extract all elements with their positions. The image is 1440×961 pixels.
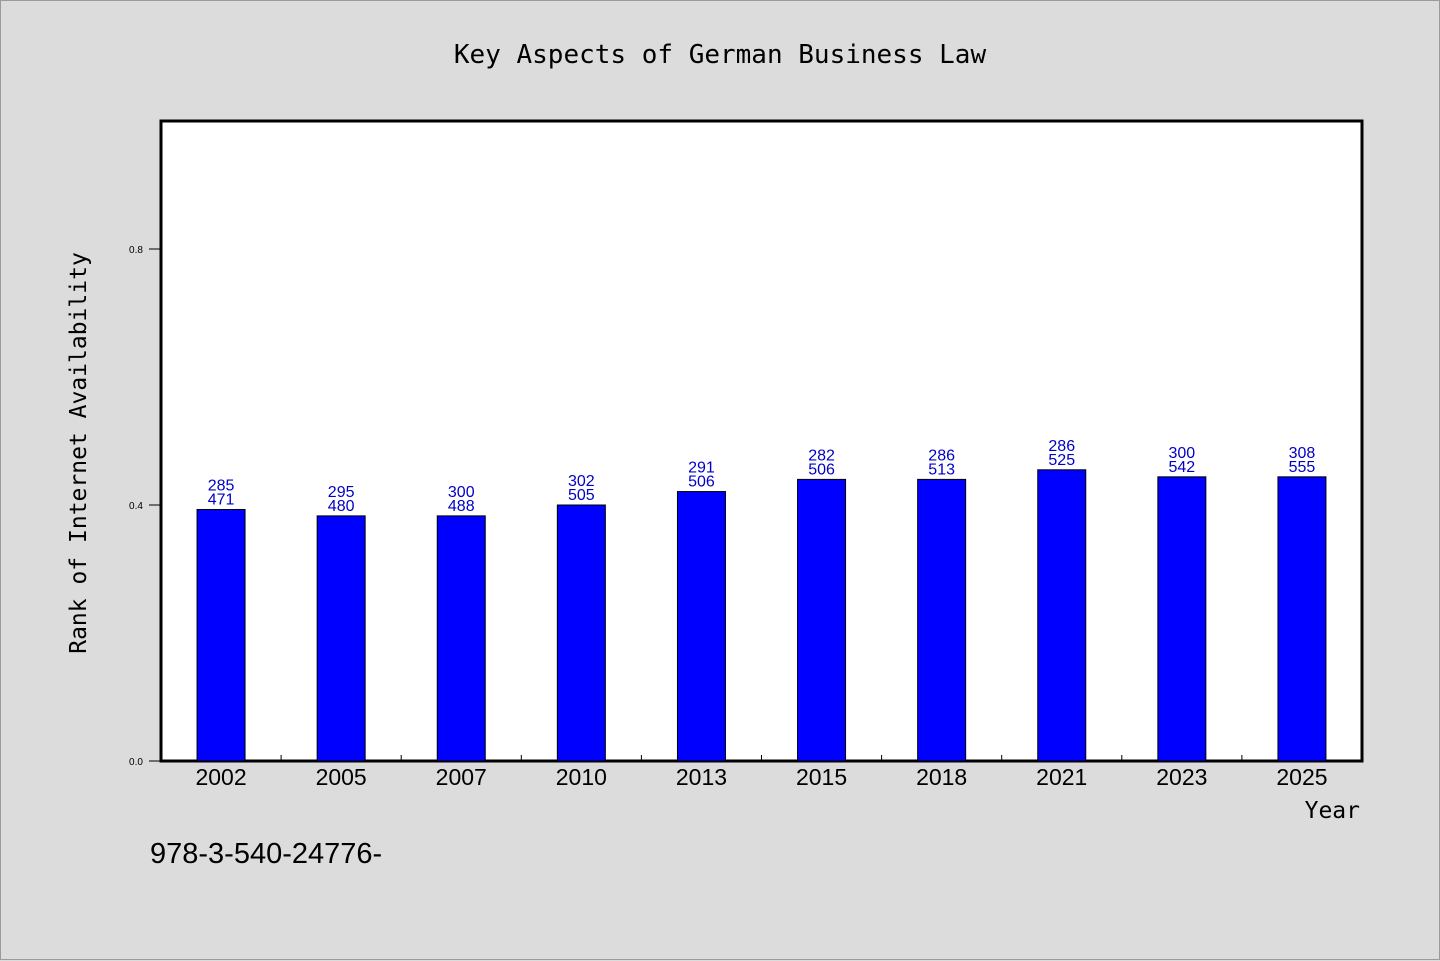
chart-title: Key Aspects of German Business Law [454, 40, 987, 70]
bar-2007 [436, 515, 486, 762]
x-tick-label: 2013 [676, 764, 727, 790]
x-axis-title: Year [1305, 798, 1360, 824]
x-tick-label: 2015 [796, 764, 847, 790]
data-label-bottom: 488 [448, 498, 475, 515]
data-label-bottom: 505 [568, 487, 595, 504]
bar-2013 [676, 491, 726, 762]
x-tick-label: 2002 [195, 764, 246, 790]
bar-2002 [196, 508, 246, 762]
data-label-bottom: 542 [1168, 459, 1195, 476]
bar-2010 [556, 504, 606, 762]
x-axis-ticks [280, 755, 1243, 761]
data-label-top: 295 [328, 484, 355, 501]
data-label-bottom: 506 [808, 461, 835, 478]
bar-2023 [1157, 476, 1207, 762]
data-label-bottom: 506 [688, 474, 715, 491]
data-label-top: 286 [1048, 438, 1075, 455]
x-tick-label: 2005 [316, 764, 367, 790]
y-tick-label: 0.4 [129, 501, 143, 512]
bar-2025 [1277, 476, 1327, 762]
y-axis-title: Rank of Internet Availability [66, 252, 92, 654]
data-label-top: 285 [208, 477, 235, 494]
data-label-bottom: 480 [328, 498, 355, 515]
x-tick-label: 2021 [1036, 764, 1087, 790]
data-label-top: 300 [1168, 445, 1195, 462]
x-tick-label: 2023 [1156, 764, 1207, 790]
data-label-bottom: 513 [928, 461, 955, 478]
data-label-bottom: 555 [1289, 459, 1316, 476]
bar-2015 [797, 478, 847, 762]
x-tick-label: 2018 [916, 764, 967, 790]
y-tick-label: 0.8 [129, 245, 143, 256]
data-label-top: 308 [1289, 445, 1316, 462]
footnote-isbn: 978-3-540-24776- [150, 838, 382, 870]
bar-2018 [917, 478, 967, 762]
data-label-bottom: 471 [208, 491, 235, 508]
bar-2005 [316, 515, 366, 762]
y-axis: 0.0 0.4 0.8 [129, 245, 161, 768]
y-tick-label: 0.0 [129, 757, 143, 768]
data-label-top: 302 [568, 473, 595, 490]
x-axis-labels: 2002 2005 2007 2010 2013 2015 2018 2021 2023 2025 [195, 764, 1327, 790]
bars-group [196, 469, 1327, 762]
data-label-bottom: 525 [1048, 452, 1075, 469]
x-tick-label: 2025 [1276, 764, 1327, 790]
data-label-top: 300 [448, 484, 475, 501]
data-label-top: 282 [808, 447, 835, 464]
x-tick-label: 2010 [556, 764, 607, 790]
data-label-top: 286 [928, 447, 955, 464]
bar-2021 [1037, 469, 1087, 762]
data-label-top: 291 [688, 460, 715, 477]
x-tick-label: 2007 [436, 764, 487, 790]
